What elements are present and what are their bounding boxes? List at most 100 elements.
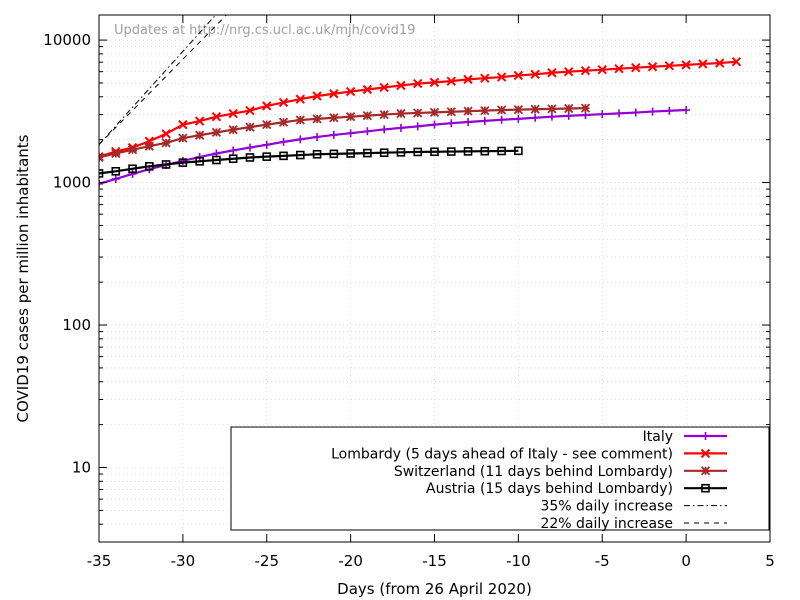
data-point — [530, 69, 540, 80]
reference-line — [99, 15, 217, 145]
data-point — [631, 62, 641, 73]
data-point — [296, 135, 305, 144]
x-tick-label: -35 — [87, 552, 112, 570]
data-point — [346, 149, 355, 158]
y-axis-label: COVID19 cases per million inhabitants — [14, 134, 32, 422]
data-point — [700, 466, 711, 476]
data-point — [128, 169, 137, 178]
data-point — [262, 140, 271, 149]
data-point — [295, 94, 306, 104]
data-point — [429, 107, 440, 117]
data-point — [312, 114, 322, 124]
data-point — [496, 72, 507, 82]
data-point — [380, 125, 389, 134]
data-point — [228, 108, 238, 119]
data-point — [681, 60, 691, 70]
x-tick-label: -20 — [338, 552, 363, 570]
data-point — [312, 149, 322, 159]
data-point — [228, 125, 238, 135]
data-point — [463, 147, 473, 156]
data-point — [446, 107, 456, 117]
data-point — [313, 132, 322, 141]
data-point — [99, 179, 103, 188]
data-point — [396, 148, 406, 157]
data-point — [178, 133, 188, 143]
data-point — [731, 57, 742, 67]
data-point — [580, 103, 591, 113]
data-point — [480, 105, 490, 116]
data-point — [598, 110, 607, 119]
data-point — [145, 162, 154, 171]
series-group — [99, 57, 742, 188]
data-point — [701, 432, 710, 440]
data-point — [211, 111, 222, 122]
y-tick-label: 10000 — [43, 31, 91, 49]
data-point — [513, 104, 524, 115]
data-point — [563, 66, 574, 77]
data-point — [212, 155, 221, 165]
data-point — [514, 146, 523, 156]
plot-frame — [98, 14, 771, 543]
data-point — [480, 73, 490, 83]
data-point — [363, 127, 372, 136]
data-point — [396, 123, 405, 132]
x-axis-label: Days (from 26 April 2020) — [337, 580, 532, 598]
data-point — [497, 146, 506, 156]
data-point — [615, 109, 624, 118]
data-point — [195, 130, 205, 140]
data-point — [329, 149, 339, 159]
data-point — [245, 153, 255, 162]
data-point — [111, 166, 121, 176]
data-point — [262, 101, 272, 111]
data-point — [329, 89, 339, 99]
data-point — [430, 120, 439, 129]
y-tick-label: 1000 — [53, 174, 91, 192]
data-point — [714, 58, 725, 68]
data-point — [144, 141, 154, 151]
data-point — [413, 108, 423, 118]
data-point — [278, 117, 289, 127]
axis-ticks: -35 -30 -25 -20 -15 -10 -5 0 5 10 100 1000 10000 — [43, 15, 775, 570]
data-point — [648, 107, 657, 116]
data-point — [480, 116, 489, 125]
data-point — [682, 106, 691, 115]
data-point — [127, 145, 138, 155]
data-point — [447, 119, 456, 128]
y-tick-label: 10 — [72, 459, 91, 477]
series-square — [99, 146, 523, 178]
data-point — [262, 120, 272, 130]
data-point — [497, 115, 506, 124]
data-point — [128, 164, 137, 174]
data-point — [496, 105, 507, 115]
reference-lines — [99, 15, 228, 145]
data-point — [379, 148, 389, 158]
data-point — [480, 146, 490, 156]
x-tick-label: -5 — [595, 552, 610, 570]
x-tick-label: 0 — [681, 552, 691, 570]
data-point — [99, 169, 104, 178]
series-cross — [99, 57, 742, 162]
data-point — [228, 154, 238, 164]
data-point — [513, 70, 524, 81]
x-tick-label: -30 — [171, 552, 196, 570]
data-point — [700, 448, 711, 459]
data-point — [547, 112, 556, 121]
x-tick-label: -25 — [255, 552, 280, 570]
x-tick-label: 5 — [765, 552, 775, 570]
data-point — [396, 108, 406, 119]
data-point — [329, 130, 338, 139]
watermark-text: Updates at http://nrg.cs.ucl.ac.uk/mjh/c… — [114, 23, 415, 38]
data-point — [362, 84, 373, 95]
data-point — [531, 113, 540, 122]
data-point — [295, 115, 305, 125]
data-point — [446, 76, 456, 86]
data-point — [345, 86, 356, 97]
data-point — [178, 119, 188, 130]
data-point — [530, 104, 540, 114]
data-point — [597, 64, 607, 75]
data-point — [631, 108, 640, 117]
data-point — [211, 127, 222, 138]
data-point — [362, 110, 373, 121]
x-tick-label: -15 — [422, 552, 447, 570]
